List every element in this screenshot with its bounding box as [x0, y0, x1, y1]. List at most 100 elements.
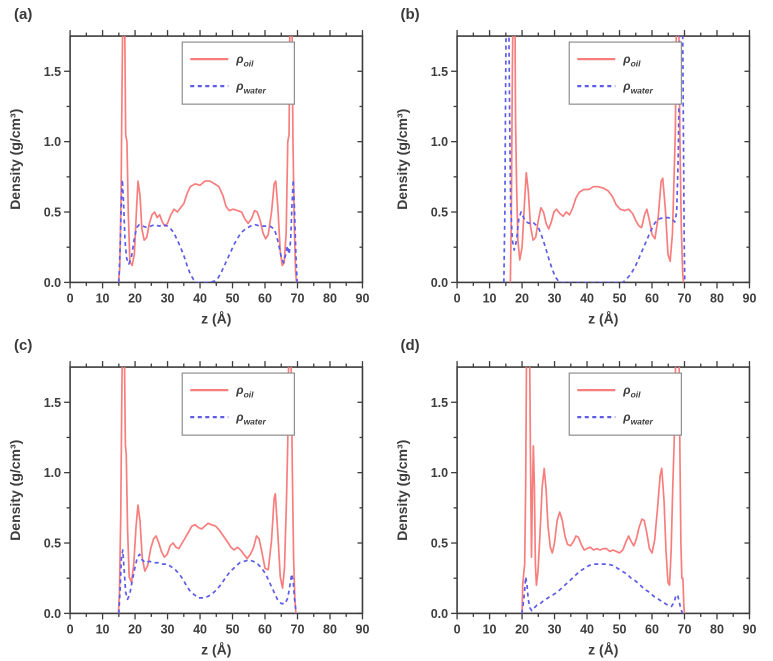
density-plot-c: 0 10 20 30 40 50 60 70 80 90 0.0 0.5 1.0 1.5 z (Å) Dens… [7, 360, 370, 657]
y-tick-labels: 0.0 0.5 1.0 1.5 [430, 395, 447, 620]
x-tick-label: 50 [226, 291, 240, 305]
x-tick-labels: 0 10 20 30 40 50 60 70 80 90 [67, 291, 370, 305]
panel-d: (d) 0 10 20 30 40 50 60 70 80 90 0.0 0.5 1.0 1.5 z (Å)… [387, 331, 773, 661]
x-axis-label: z (Å) [588, 641, 618, 657]
y-tick-labels: 0.0 0.5 1.0 1.5 [430, 65, 447, 290]
x-axis-label: z (Å) [201, 310, 231, 326]
axis-ticks [64, 360, 364, 619]
oil-density-curve [509, 36, 684, 283]
axis-ticks [64, 30, 364, 289]
x-tick-label: 40 [193, 622, 207, 636]
y-tick-label: 1.5 [430, 65, 447, 79]
axis-ticks [450, 30, 750, 289]
y-tick-labels: 0.0 0.5 1.0 1.5 [44, 395, 61, 620]
y-tick-label: 0.0 [44, 606, 61, 620]
water-density-curve [118, 178, 299, 283]
y-tick-label: 0.5 [430, 536, 447, 550]
panel-label-c: (c) [14, 336, 33, 354]
y-tick-label: 1.5 [44, 65, 61, 79]
y-tick-label: 1.0 [430, 135, 447, 149]
legend-box [181, 41, 295, 105]
y-tick-label: 1.0 [44, 466, 61, 480]
x-tick-label: 0 [453, 622, 460, 636]
x-axis-label: z (Å) [201, 641, 231, 657]
legend-box [568, 371, 682, 436]
x-tick-label: 40 [580, 291, 594, 305]
x-tick-label: 30 [547, 622, 561, 636]
x-tick-label: 70 [291, 622, 305, 636]
y-axis-label: Density (g/cm³) [394, 109, 410, 210]
x-tick-label: 70 [677, 291, 691, 305]
x-tick-labels: 0 10 20 30 40 50 60 70 80 90 [453, 622, 756, 636]
x-tick-label: 10 [482, 622, 496, 636]
x-tick-label: 10 [96, 291, 110, 305]
y-tick-label: 0.0 [430, 606, 447, 620]
x-tick-labels: 0 10 20 30 40 50 60 70 80 90 [453, 291, 756, 305]
water-density-curve [520, 562, 683, 613]
x-tick-label: 90 [356, 622, 370, 636]
x-tick-label: 70 [291, 291, 305, 305]
y-tick-label: 0.5 [44, 536, 61, 550]
x-tick-label: 20 [515, 291, 529, 305]
x-tick-label: 80 [323, 291, 337, 305]
x-tick-label: 80 [323, 622, 337, 636]
x-tick-label: 20 [128, 622, 142, 636]
y-tick-labels: 0.0 0.5 1.0 1.5 [44, 65, 61, 290]
water-density-curve [502, 36, 686, 283]
x-tick-label: 0 [67, 622, 74, 636]
x-tick-label: 60 [258, 622, 272, 636]
panel-label-d: (d) [400, 336, 420, 354]
density-plot-a: 0 10 20 30 40 50 60 70 80 90 0.0 0.5 1.0 1.5 z (Å) Dens… [7, 30, 370, 326]
y-tick-label: 1.5 [430, 395, 447, 409]
density-plot-b: 0 10 20 30 40 50 60 70 80 90 0.0 0.5 1.0 1.5 z (Å) Dens… [394, 30, 756, 326]
y-tick-label: 0.0 [430, 276, 447, 290]
y-axis-label: Density (g/cm³) [394, 439, 410, 540]
x-axis-label: z (Å) [588, 310, 618, 326]
panel-label-b: (b) [400, 6, 420, 23]
y-tick-label: 0.0 [44, 276, 61, 290]
x-tick-label: 0 [453, 291, 460, 305]
x-tick-label: 30 [161, 291, 175, 305]
x-tick-label: 50 [612, 291, 626, 305]
x-tick-labels: 0 10 20 30 40 50 60 70 80 90 [67, 622, 370, 636]
x-tick-label: 10 [96, 622, 110, 636]
y-axis-label: Density (g/cm³) [7, 109, 23, 210]
oil-density-curve [117, 366, 297, 613]
oil-density-curve [520, 366, 685, 613]
x-tick-label: 90 [742, 622, 756, 636]
x-tick-label: 80 [710, 291, 724, 305]
axis-ticks [450, 360, 750, 619]
x-tick-label: 50 [226, 622, 240, 636]
y-tick-label: 0.5 [430, 206, 447, 220]
y-tick-label: 1.5 [44, 395, 61, 409]
x-tick-label: 20 [515, 622, 529, 636]
panel-a: (a) 0 10 20 30 40 50 60 70 80 90 0.0 0.5 1.0 1.5 z (Å)… [0, 0, 387, 331]
panel-label-a: (a) [14, 6, 33, 23]
panel-b: (b) 0 10 20 30 40 50 60 70 80 90 0.0 0.5 1.0 1.5 z (Å)… [387, 0, 773, 331]
y-axis-label: Density (g/cm³) [7, 439, 23, 540]
x-tick-label: 80 [710, 622, 724, 636]
y-tick-label: 0.5 [44, 206, 61, 220]
y-tick-label: 1.0 [430, 466, 447, 480]
x-tick-label: 60 [258, 291, 272, 305]
legend-box [181, 371, 295, 436]
x-tick-label: 40 [580, 622, 594, 636]
density-plot-d: 0 10 20 30 40 50 60 70 80 90 0.0 0.5 1.0 1.5 z (Å) Dens… [394, 360, 756, 657]
x-tick-label: 90 [742, 291, 756, 305]
x-tick-label: 20 [128, 291, 142, 305]
x-tick-label: 60 [645, 622, 659, 636]
panel-c: (c) 0 10 20 30 40 50 60 70 80 90 0.0 0.5 1.0 1.5 z (Å)… [0, 331, 387, 661]
y-tick-label: 1.0 [44, 135, 61, 149]
x-tick-label: 50 [612, 622, 626, 636]
legend-box [568, 41, 682, 105]
x-tick-label: 90 [356, 291, 370, 305]
x-tick-label: 30 [547, 291, 561, 305]
x-tick-label: 30 [161, 622, 175, 636]
x-tick-label: 10 [482, 291, 496, 305]
x-tick-label: 40 [193, 291, 207, 305]
